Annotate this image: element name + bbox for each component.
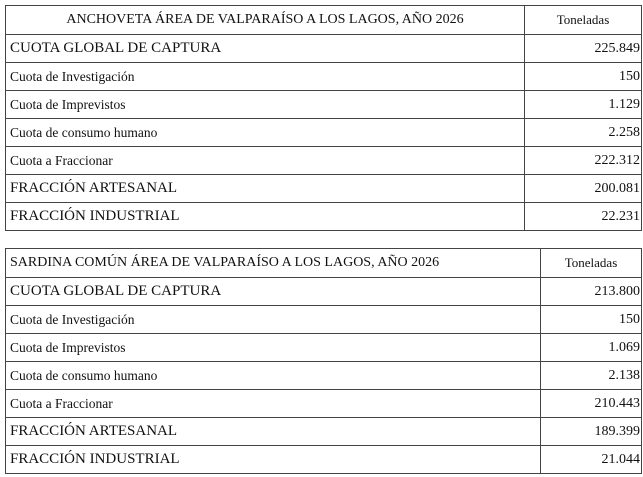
row-label: Cuota de Investigación — [5, 62, 525, 91]
table-row: Cuota de Imprevistos 1.129 — [5, 90, 642, 119]
row-label: Cuota de Investigación — [5, 305, 541, 334]
anchoveta-quota-table: ANCHOVETA ÁREA DE VALPARAÍSO A LOS LAGOS… — [5, 5, 642, 231]
table-row: FRACCIÓN INDUSTRIAL 21.044 — [5, 445, 642, 474]
row-value: 150 — [524, 62, 642, 91]
table-row: FRACCIÓN ARTESANAL 189.399 — [5, 417, 642, 446]
row-label: Cuota a Fraccionar — [5, 146, 525, 175]
row-value: 2.258 — [524, 118, 642, 147]
row-label: CUOTA GLOBAL DE CAPTURA — [5, 277, 541, 306]
row-value: 189.399 — [540, 417, 642, 446]
table-row: Cuota de consumo humano 2.258 — [5, 118, 642, 147]
row-value: 222.312 — [524, 146, 642, 175]
table-row: FRACCIÓN INDUSTRIAL 22.231 — [5, 202, 642, 231]
row-value: 150 — [540, 305, 642, 334]
row-label: Cuota de consumo humano — [5, 361, 541, 390]
table-row: CUOTA GLOBAL DE CAPTURA 213.800 — [5, 277, 642, 306]
unit-header: Toneladas — [524, 5, 642, 35]
table-title: ANCHOVETA ÁREA DE VALPARAÍSO A LOS LAGOS… — [5, 5, 525, 35]
row-value: 213.800 — [540, 277, 642, 306]
row-value: 22.231 — [524, 202, 642, 231]
row-value: 210.443 — [540, 389, 642, 418]
table-header-row: SARDINA COMÚN ÁREA DE VALPARAÍSO A LOS L… — [5, 248, 642, 278]
table-row: CUOTA GLOBAL DE CAPTURA 225.849 — [5, 34, 642, 63]
row-label: FRACCIÓN ARTESANAL — [5, 417, 541, 446]
row-label: Cuota a Fraccionar — [5, 389, 541, 418]
table-header-row: ANCHOVETA ÁREA DE VALPARAÍSO A LOS LAGOS… — [5, 5, 642, 35]
table-title: SARDINA COMÚN ÁREA DE VALPARAÍSO A LOS L… — [5, 248, 541, 278]
row-label: Cuota de Imprevistos — [5, 333, 541, 362]
row-label: CUOTA GLOBAL DE CAPTURA — [5, 34, 525, 63]
row-value: 200.081 — [524, 174, 642, 203]
row-value: 1.069 — [540, 333, 642, 362]
row-value: 1.129 — [524, 90, 642, 119]
row-value: 21.044 — [540, 445, 642, 474]
table-row: Cuota de Imprevistos 1.069 — [5, 333, 642, 362]
row-label: FRACCIÓN INDUSTRIAL — [5, 202, 525, 231]
sardina-quota-table: SARDINA COMÚN ÁREA DE VALPARAÍSO A LOS L… — [5, 248, 642, 474]
row-label: Cuota de consumo humano — [5, 118, 525, 147]
table-row: FRACCIÓN ARTESANAL 200.081 — [5, 174, 642, 203]
table-row: Cuota a Fraccionar 222.312 — [5, 146, 642, 175]
row-label: FRACCIÓN ARTESANAL — [5, 174, 525, 203]
row-value: 225.849 — [524, 34, 642, 63]
table-row: Cuota de Investigación 150 — [5, 62, 642, 91]
unit-header: Toneladas — [540, 248, 642, 278]
row-label: Cuota de Imprevistos — [5, 90, 525, 119]
table-row: Cuota de Investigación 150 — [5, 305, 642, 334]
row-label: FRACCIÓN INDUSTRIAL — [5, 445, 541, 474]
row-value: 2.138 — [540, 361, 642, 390]
table-row: Cuota de consumo humano 2.138 — [5, 361, 642, 390]
table-row: Cuota a Fraccionar 210.443 — [5, 389, 642, 418]
